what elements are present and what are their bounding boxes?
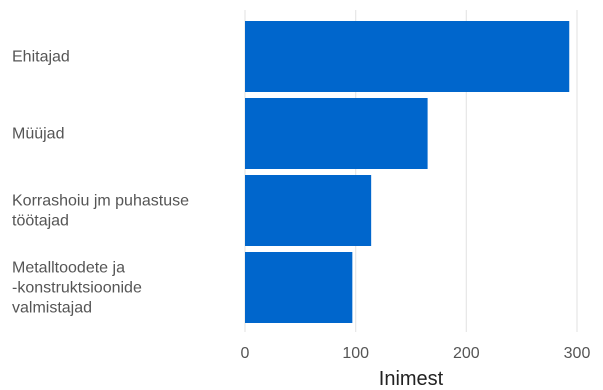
x-tick-label: 300 [564,345,591,362]
bar [245,98,428,169]
category-label: Metalltoodete ja -konstruktsioonide valmis… [12,260,142,317]
category-label: Korrashoiu jm puhastuse töötajad [12,193,189,230]
x-tick-labels: 0 100 200 300 [241,345,591,362]
bar [245,175,372,246]
bars [245,21,570,323]
category-label: Müüjad [12,126,64,143]
category-label: Ehitajad [12,49,70,66]
bar [245,21,570,92]
bar [245,252,353,323]
x-tick-label: 100 [342,345,369,362]
category-labels: Ehitajad Müüjad Korrashoiu jm puhastuse töö… [12,49,189,317]
x-tick-label: 200 [453,345,480,362]
x-axis-title: Inimest [379,368,444,390]
x-tick-label: 0 [241,345,250,362]
